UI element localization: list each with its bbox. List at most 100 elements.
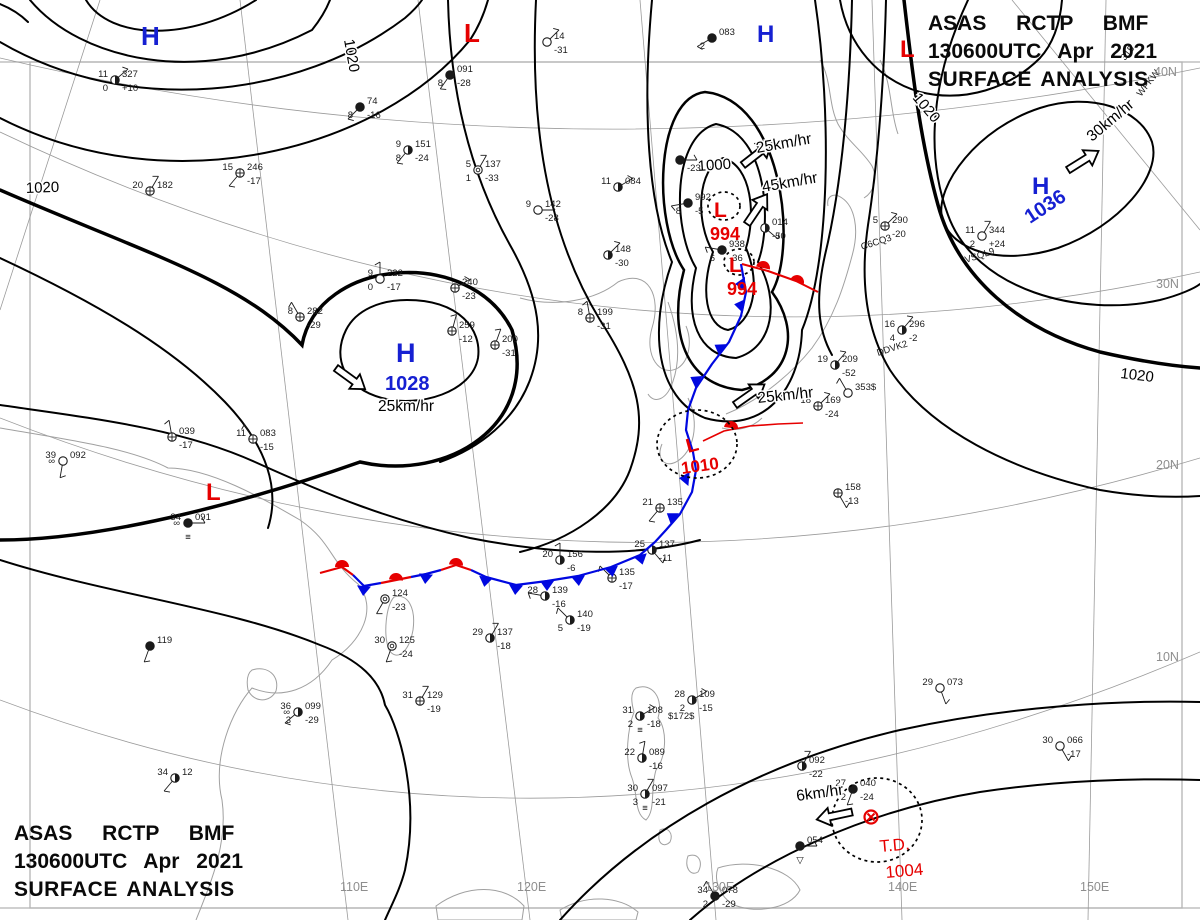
station-value-ur: 137 bbox=[485, 159, 501, 170]
station-plot: 240-23 bbox=[450, 276, 478, 302]
td-pressure-value: 1004 bbox=[885, 860, 924, 882]
station-plot: 19 209 -52 bbox=[817, 350, 858, 379]
dotted-low-circle bbox=[831, 777, 923, 863]
station-value-lr: -52 bbox=[842, 368, 856, 379]
warm-front-994 bbox=[741, 261, 819, 293]
station-symbol-half bbox=[618, 182, 623, 192]
station-value-ur: 240 bbox=[462, 277, 478, 288]
station-value-ll: 8 bbox=[676, 206, 681, 217]
td-symbol bbox=[863, 809, 879, 825]
low-center-label: L bbox=[714, 199, 727, 222]
low-center-label: 994 bbox=[727, 279, 757, 299]
station-value-ur: 091 bbox=[457, 64, 473, 75]
station-symbol bbox=[355, 102, 365, 112]
wind-barb-tick bbox=[839, 350, 847, 353]
coastline bbox=[0, 427, 368, 920]
isobar-label: 1020 bbox=[26, 179, 60, 197]
wind-barb-tick bbox=[59, 475, 66, 479]
station-plot: 30 125 -24 bbox=[374, 635, 415, 663]
station-symbol bbox=[183, 518, 193, 528]
station-value-ur: 014 bbox=[772, 217, 788, 228]
longitude-line bbox=[1087, 0, 1107, 920]
high-center-label: H bbox=[396, 338, 416, 368]
station-value-lr: -19 bbox=[427, 704, 441, 715]
station-value-ul: 9 bbox=[396, 139, 401, 150]
station-value-ll: 2 bbox=[700, 41, 705, 52]
station-value-lr: -11 bbox=[659, 553, 672, 564]
station-value-ul: 16 bbox=[884, 319, 895, 330]
station-symbol-half bbox=[802, 761, 807, 771]
station-value-lr: -24 bbox=[825, 409, 839, 420]
latitude-line bbox=[0, 417, 1200, 543]
station-symbol bbox=[843, 388, 853, 398]
station-value-ul: 36 bbox=[280, 701, 291, 712]
station-plot: 11 083 -15 bbox=[236, 424, 276, 453]
station-plot: 124-23 bbox=[376, 588, 408, 615]
station-value-ur: 14 bbox=[554, 31, 565, 42]
station-plot: 148-30 bbox=[603, 241, 631, 269]
station-value-ul: 8 bbox=[578, 307, 583, 318]
isobar bbox=[0, 3, 29, 23]
station-symbol bbox=[473, 165, 483, 175]
station-value-ul: 28 bbox=[527, 585, 538, 596]
wind-barb-tick bbox=[836, 378, 840, 384]
station-value-ul: 11 bbox=[98, 69, 108, 80]
isobar bbox=[29, 0, 331, 63]
movement-speed-label: 30km/hr bbox=[1084, 96, 1138, 145]
isobar bbox=[519, 0, 641, 553]
station-plot: 74 8 -16 bbox=[347, 96, 381, 121]
station-value-ur: 344 bbox=[989, 225, 1005, 236]
station-symbol-half bbox=[115, 75, 120, 85]
latitude-line bbox=[0, 57, 1200, 130]
longitude-label: 130E bbox=[705, 880, 734, 894]
wind-barb-tick bbox=[494, 328, 501, 331]
station-value-lr: -17 bbox=[247, 176, 261, 187]
isobar-label: 1000 bbox=[697, 156, 731, 175]
warm-front-994-line bbox=[741, 263, 819, 293]
wind-barb-tick bbox=[693, 154, 698, 161]
station-value-ul: 18 bbox=[800, 395, 811, 406]
stationary-front-line bbox=[319, 565, 354, 576]
station-value-ur: 140 bbox=[577, 609, 593, 620]
wind-barb-tick bbox=[614, 241, 621, 244]
grid-labels: 40N 30N 20N 10N 110E 120E 130E 140E 150E bbox=[340, 65, 1179, 894]
station-value-ur: 125 bbox=[399, 635, 415, 646]
latitude-line bbox=[0, 651, 1200, 799]
station-value-ul: 11 bbox=[965, 225, 975, 236]
station-symbol-half bbox=[640, 711, 645, 721]
station-value-ll: 8 bbox=[396, 153, 401, 164]
cold-front-pip bbox=[419, 573, 433, 584]
warm-front-pip bbox=[449, 558, 463, 566]
tropical-depression: T.D. 1004 bbox=[863, 809, 924, 882]
station-code: $172$ bbox=[668, 711, 695, 722]
wind-barb-tick bbox=[1068, 755, 1072, 761]
isobar bbox=[933, 0, 1200, 307]
station-value-ul: 8 bbox=[288, 306, 293, 317]
wind-barb-tick bbox=[670, 205, 676, 211]
isobar bbox=[0, 188, 519, 542]
coastlines bbox=[0, 59, 899, 920]
wind-barb-tick bbox=[639, 740, 646, 744]
station-plot: 259-12 bbox=[447, 314, 475, 345]
longitude-line bbox=[1011, 0, 1200, 231]
station-plot: 28 139 -16 bbox=[527, 585, 567, 610]
td-label: T.D. bbox=[879, 834, 911, 856]
station-symbol bbox=[707, 33, 717, 43]
wind-barb-tick bbox=[284, 722, 291, 726]
station-plot: 20 182 bbox=[132, 175, 173, 196]
station-symbol bbox=[380, 594, 390, 604]
station-value-lr: -6 bbox=[567, 563, 575, 574]
station-symbol bbox=[683, 198, 693, 208]
station-value-ur: 353$ bbox=[855, 382, 877, 393]
high-center-label: H bbox=[1032, 173, 1049, 200]
station-plot: 140 5 -19 bbox=[556, 607, 593, 634]
station-value-lr: -23 bbox=[687, 163, 701, 174]
station-value-lr: -20 bbox=[892, 229, 906, 240]
wind-barb-tick bbox=[551, 204, 556, 211]
isobar bbox=[661, 90, 790, 392]
isobar bbox=[559, 700, 1200, 920]
station-value-ll: 2 bbox=[680, 703, 685, 714]
station-symbol bbox=[542, 37, 552, 47]
